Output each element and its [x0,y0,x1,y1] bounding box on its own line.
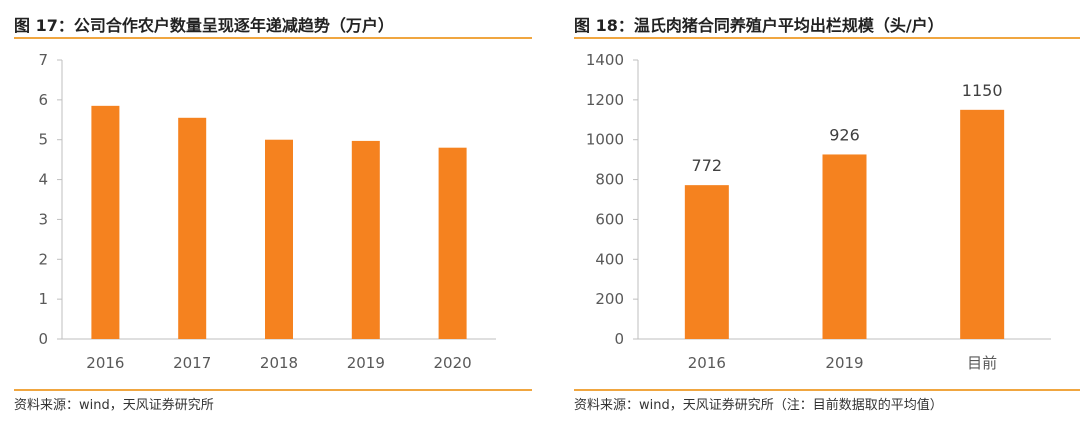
bar [960,109,1005,339]
x-tick-label: 2019 [825,354,863,372]
y-tick-label: 5 [38,131,48,149]
y-tick-label: 200 [595,290,624,308]
title-divider [14,37,532,39]
title-divider [574,37,1080,39]
y-tick-label: 800 [595,171,624,189]
y-tick-label: 3 [38,210,48,228]
data-label: 926 [829,125,860,144]
source-divider [574,389,1080,391]
chart-source: 资料来源：wind，天风证券研究所（注：目前数据取的平均值） [574,398,943,413]
x-tick-label: 2020 [434,354,472,372]
x-tick-label: 2019 [347,354,385,372]
chart-title: 图 18：温氏肉猪合同养殖户平均出栏规模（头/户） [574,16,944,35]
right-chart-panel: 图 18：温氏肉猪合同养殖户平均出栏规模（头/户） 0 200 400 600 800 1… [560,0,1080,422]
left-chart-panel: 图 17：公司合作农户数量呈现逐年递减趋势（万户） 0 1 2 3 4 5 6 7 2016 20… [0,0,532,422]
bar [822,154,867,339]
y-tick-label: 6 [38,91,48,109]
x-tick-label: 2016 [86,354,124,372]
y-tick-label: 0 [614,330,624,348]
x-tick-label: 2016 [688,354,726,372]
data-label: 1150 [962,81,1003,100]
bar [178,117,207,340]
bar-chart-scale: 0 200 400 600 800 1000 1200 1400 2016 772 2019 926 目… [586,51,1051,372]
y-tick-label: 4 [38,171,48,189]
data-label: 772 [692,156,723,175]
y-tick-label: 1000 [586,131,624,149]
bar [265,139,293,339]
bar [438,147,467,339]
x-tick-label: 2018 [260,354,298,372]
y-tick-label: 0 [38,330,48,348]
x-tick-label: 2017 [173,354,211,372]
y-tick-label: 1200 [586,91,624,109]
y-tick-label: 400 [595,250,624,268]
y-tick-label: 2 [38,250,48,268]
bar [351,140,380,339]
x-tick-label: 目前 [967,354,997,372]
y-tick-label: 600 [595,210,624,228]
y-tick-label: 7 [38,51,48,69]
source-divider [14,389,532,391]
chart-source: 资料来源：wind，天风证券研究所 [14,398,214,413]
y-tick-label: 1400 [586,51,624,69]
chart-title: 图 17：公司合作农户数量呈现逐年递减趋势（万户） [14,16,394,35]
bar [684,185,729,339]
y-tick-label: 1 [38,290,48,308]
bar-chart-farmers: 0 1 2 3 4 5 6 7 2016 2017 2018 2019 2020 [38,51,496,372]
bar [91,105,120,339]
